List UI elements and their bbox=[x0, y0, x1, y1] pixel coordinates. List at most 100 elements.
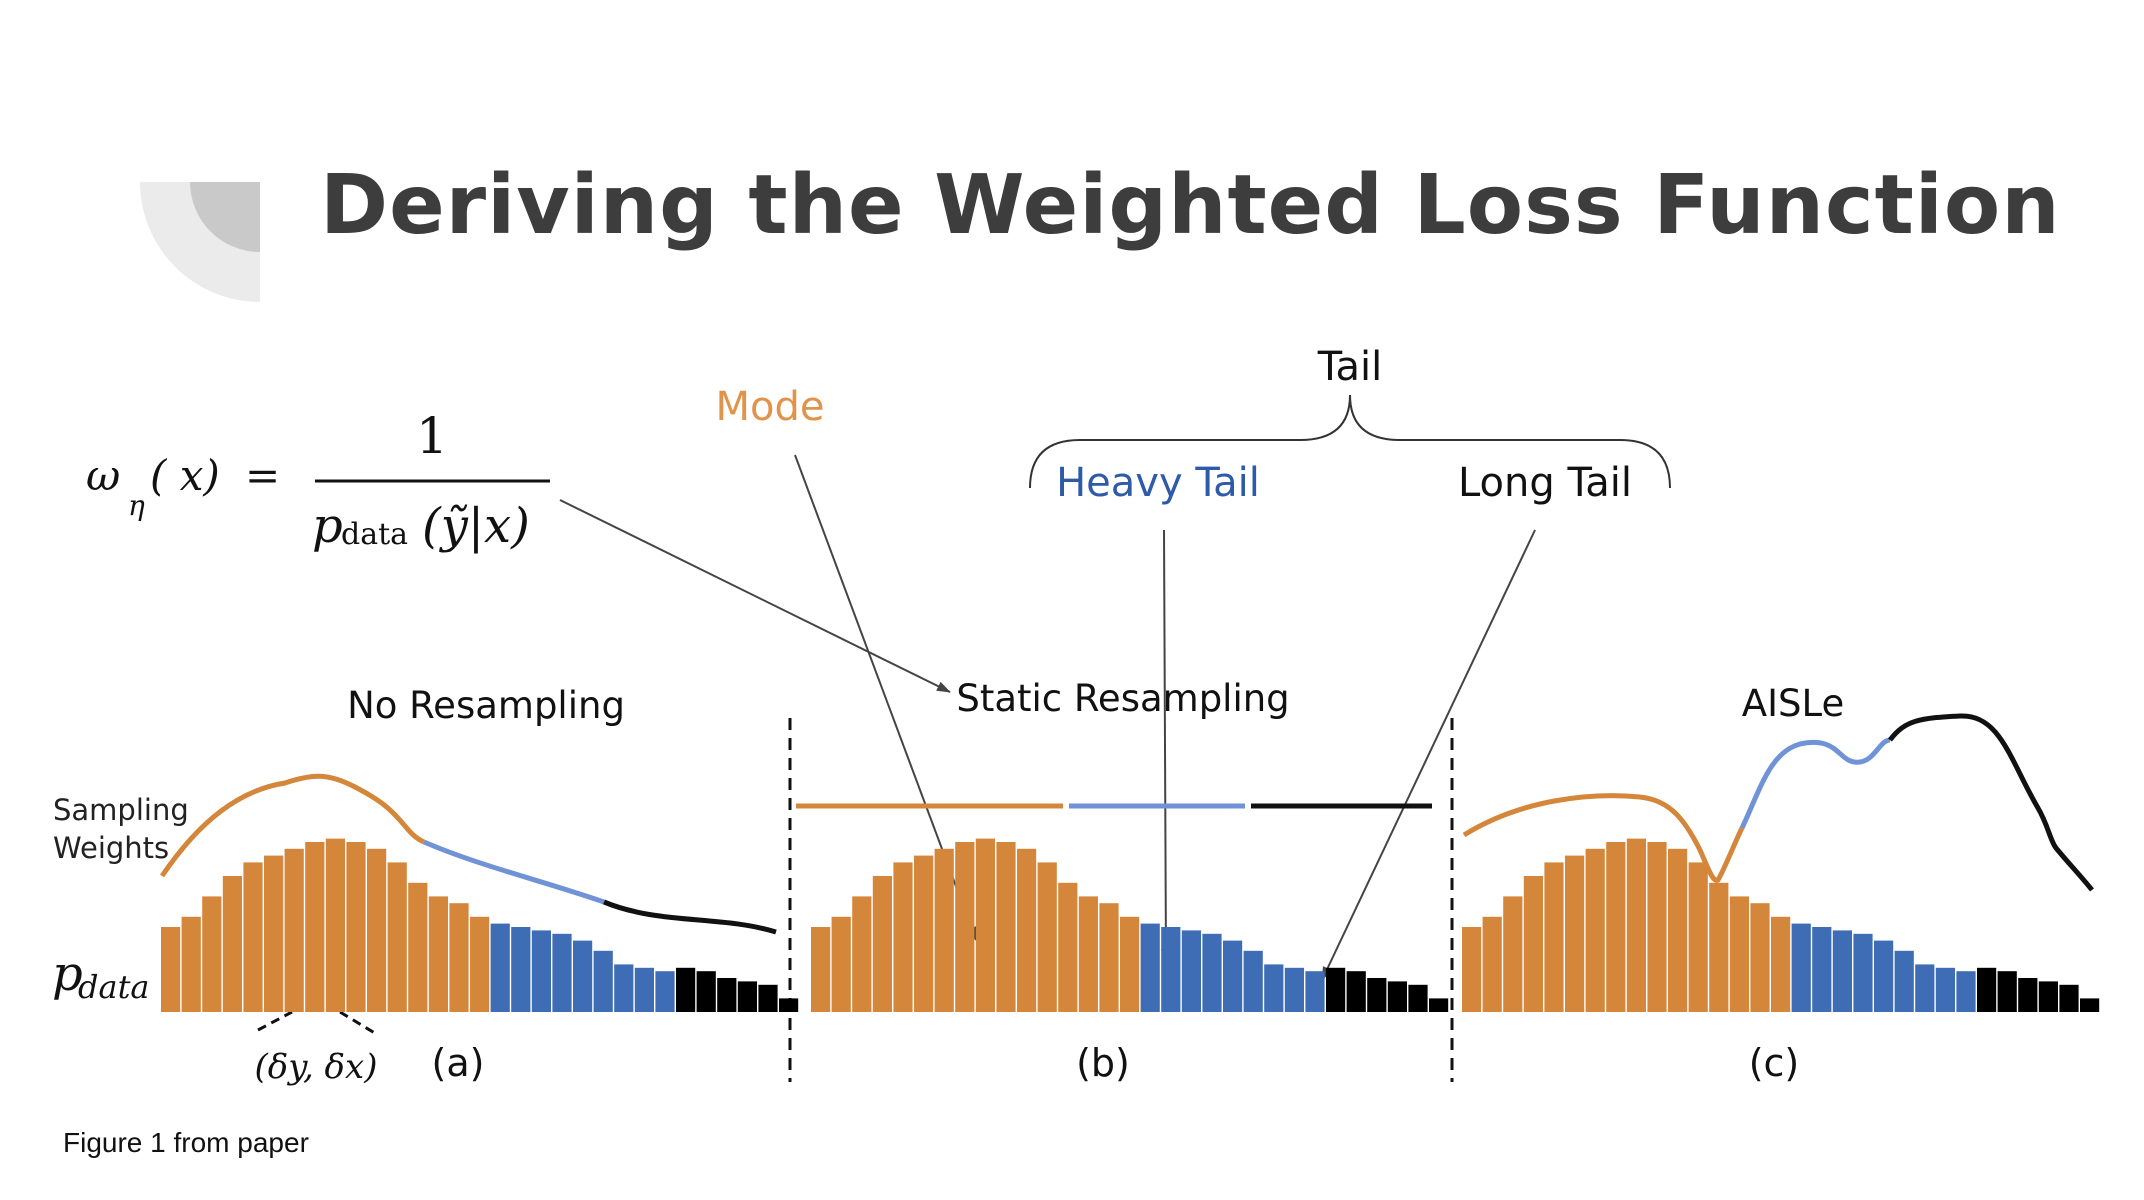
histogram-bar bbox=[1585, 848, 1605, 1012]
formula-arrow bbox=[559, 499, 951, 693]
histogram-bar bbox=[852, 896, 872, 1012]
histogram-bar bbox=[893, 862, 913, 1012]
histogram-bar bbox=[243, 862, 263, 1012]
weights-c-long bbox=[1888, 713, 2094, 892]
histogram-bar bbox=[1161, 927, 1181, 1012]
histogram-bar bbox=[1709, 882, 1729, 1012]
histogram-bar bbox=[408, 882, 428, 1012]
histogram-bar bbox=[955, 842, 975, 1012]
panel-a-title: No Resampling bbox=[347, 684, 625, 727]
histogram-bar bbox=[1058, 882, 1078, 1012]
histogram-bar bbox=[1688, 862, 1708, 1012]
histogram-bar bbox=[1544, 862, 1564, 1012]
histogram-bar bbox=[428, 896, 448, 1012]
histogram-bar bbox=[552, 933, 572, 1012]
histogram-bar bbox=[202, 896, 222, 1012]
page-title: Deriving the Weighted Loss Function bbox=[320, 158, 2061, 253]
histogram-bar bbox=[1606, 842, 1626, 1012]
histogram-bar bbox=[1202, 933, 1222, 1012]
histogram-bar bbox=[449, 903, 469, 1012]
histogram-bar bbox=[1120, 916, 1140, 1012]
histogram-bar bbox=[634, 967, 654, 1012]
histogram-bar bbox=[1750, 903, 1770, 1012]
weights-a-long bbox=[603, 899, 777, 935]
histogram-bar bbox=[1181, 930, 1201, 1012]
histogram-bar bbox=[1791, 923, 1811, 1012]
histogram-bar bbox=[1305, 971, 1325, 1012]
histogram-bar bbox=[2080, 998, 2100, 1012]
histogram-bar bbox=[1482, 916, 1502, 1012]
histogram-bar bbox=[367, 848, 387, 1012]
histogram-bar bbox=[1223, 940, 1243, 1012]
histogram-bar bbox=[1078, 896, 1098, 1012]
histogram-bar bbox=[1626, 838, 1646, 1012]
weights-c-mode bbox=[1462, 793, 1745, 883]
formula-eta: η bbox=[128, 489, 145, 522]
long-tail-label: Long Tail bbox=[1458, 460, 1632, 506]
histogram-bar bbox=[470, 916, 490, 1012]
formula-numerator: 1 bbox=[416, 407, 448, 465]
histogram-bar bbox=[934, 848, 954, 1012]
histogram-bar bbox=[1037, 862, 1057, 1012]
delta-label: (δy, δx) bbox=[255, 1047, 378, 1087]
panel-a-label: (a) bbox=[432, 1041, 485, 1085]
histogram-bar bbox=[284, 848, 304, 1012]
histogram-bar bbox=[779, 998, 799, 1012]
histogram-a bbox=[161, 838, 799, 1012]
histogram-bar bbox=[1140, 923, 1160, 1012]
heavy-tail-arrow bbox=[1160, 529, 1171, 963]
histogram-bar bbox=[1832, 930, 1852, 1012]
histogram-bar bbox=[1729, 896, 1749, 1012]
panel-b-label: (b) bbox=[1076, 1041, 1130, 1085]
long-tail-arrow bbox=[1321, 529, 1536, 981]
mode-label: Mode bbox=[716, 384, 825, 430]
histogram-bar bbox=[161, 927, 181, 1012]
histogram-bar bbox=[1853, 933, 1873, 1012]
histogram-bar bbox=[696, 971, 716, 1012]
histogram-bar bbox=[1647, 842, 1667, 1012]
weights-a bbox=[159, 773, 777, 935]
formula-equals: = bbox=[245, 451, 280, 500]
histogram-bar bbox=[222, 876, 242, 1012]
delta-left-dash bbox=[257, 1010, 293, 1032]
pdata-p: p bbox=[52, 946, 83, 1002]
histogram-bar bbox=[1326, 967, 1346, 1012]
weights-c bbox=[1462, 713, 2094, 892]
tail-label: Tail bbox=[1317, 344, 1383, 390]
tail-brace bbox=[1029, 394, 1671, 489]
histogram-bar bbox=[531, 930, 551, 1012]
histogram-c bbox=[1462, 838, 2100, 1012]
histogram-bar bbox=[325, 838, 345, 1012]
histogram-bar bbox=[490, 923, 510, 1012]
histogram-bar bbox=[1565, 855, 1585, 1012]
panel-c-label: (c) bbox=[1749, 1041, 1800, 1085]
histogram-bar bbox=[2059, 984, 2079, 1012]
histogram-bar bbox=[1387, 981, 1407, 1012]
histogram-bar bbox=[831, 916, 851, 1012]
histogram-bar bbox=[655, 971, 675, 1012]
histogram-bar bbox=[1771, 916, 1791, 1012]
histogram-bar bbox=[1935, 967, 1955, 1012]
formula-den-sub: data bbox=[341, 517, 408, 552]
weights-a-mode bbox=[159, 773, 426, 878]
histogram-b bbox=[811, 838, 1449, 1012]
histogram-bar bbox=[1284, 967, 1304, 1012]
weight-formula: ω η ( x) = 1 p data (ỹ|x) bbox=[86, 407, 550, 554]
histogram-bar bbox=[1812, 927, 1832, 1012]
histogram-bar bbox=[975, 838, 995, 1012]
histogram-bar bbox=[717, 978, 737, 1012]
histogram-bar bbox=[1668, 848, 1688, 1012]
decor-quarter-circle-icon bbox=[140, 182, 260, 302]
histogram-bar bbox=[1523, 876, 1543, 1012]
weights-c-heavy bbox=[1739, 737, 1891, 830]
weights-a-heavy bbox=[423, 839, 605, 905]
histogram-bar bbox=[1408, 984, 1428, 1012]
histogram-bar bbox=[593, 950, 613, 1012]
histogram-bar bbox=[1997, 971, 2017, 1012]
histogram-bar bbox=[264, 855, 284, 1012]
histogram-bar bbox=[181, 916, 201, 1012]
histogram-bar bbox=[914, 855, 934, 1012]
formula-omega: ω bbox=[86, 451, 120, 500]
histogram-bar bbox=[996, 842, 1016, 1012]
